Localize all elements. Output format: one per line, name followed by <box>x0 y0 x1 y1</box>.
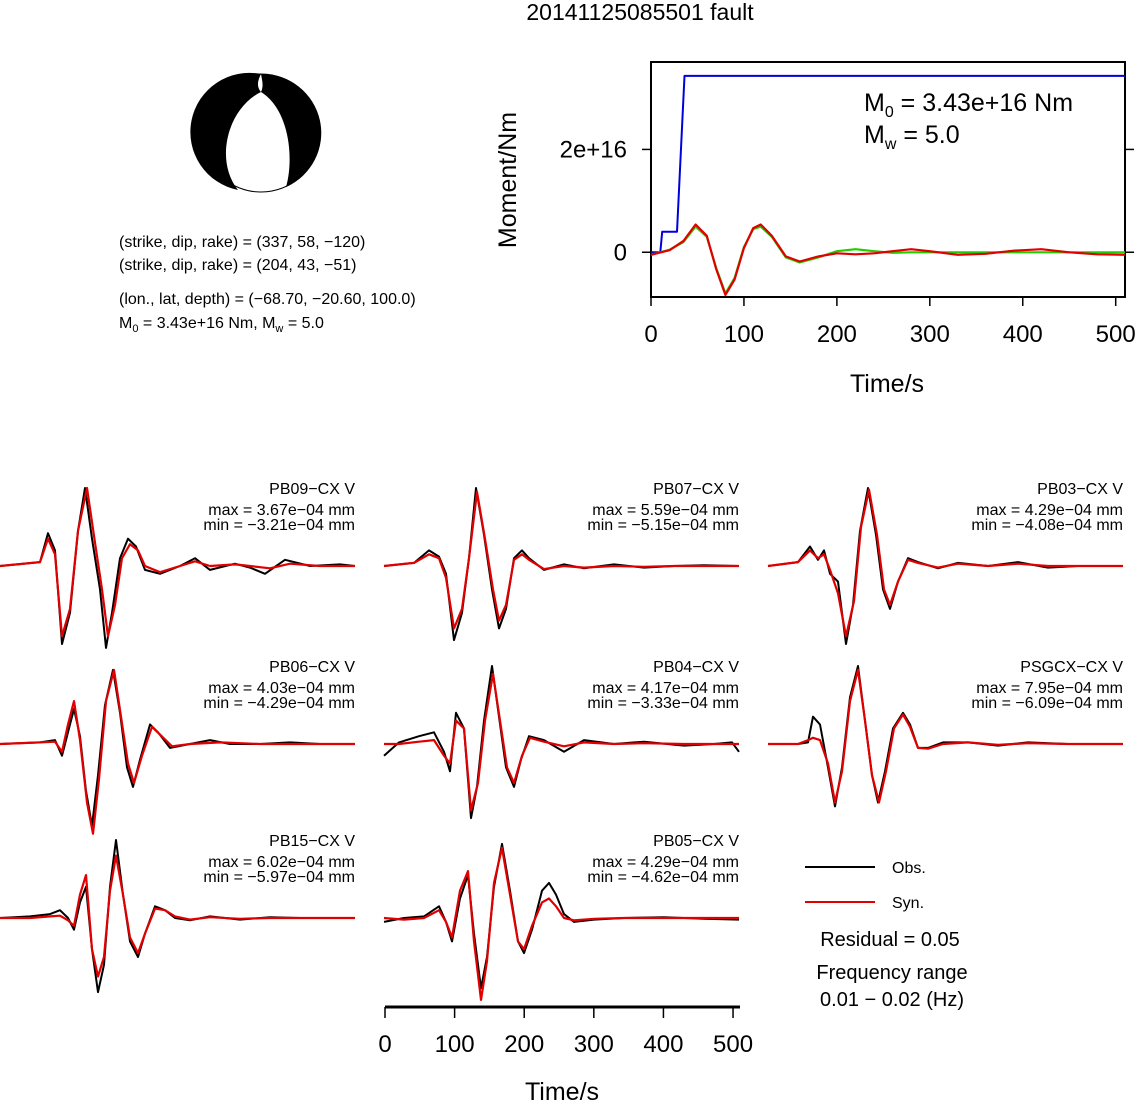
station-name: PB15−CX V <box>269 833 355 850</box>
synthetic-trace <box>0 668 355 835</box>
moment-annotation-m0: M0 = 3.43e+16 Nm <box>864 89 1073 121</box>
waveform-xtick-label: 300 <box>574 1031 614 1058</box>
station-min: min = −3.33e−04 mm <box>587 695 739 712</box>
station-max: max = 5.59e−04 mm <box>592 502 739 519</box>
station-min: min = −5.97e−04 mm <box>203 869 355 886</box>
moment-xtick-label: 0 <box>644 321 657 348</box>
station-max: max = 3.67e−04 mm <box>208 502 355 519</box>
station-min: min = −4.08e−04 mm <box>971 517 1123 534</box>
legend-syn-label: Syn. <box>892 895 924 912</box>
station-min: min = −4.62e−04 mm <box>587 869 739 886</box>
synthetic-trace <box>383 490 739 630</box>
mechanism-moment: M0 = 3.43e+16 Nm, Mw = 5.0 <box>119 315 324 335</box>
frequency-label: Frequency range <box>816 962 967 984</box>
moment-ytick-label: 0 <box>614 239 627 266</box>
station-max: max = 4.17e−04 mm <box>592 680 739 697</box>
station-min: min = −4.29e−04 mm <box>203 695 355 712</box>
station-name: PB06−CX V <box>269 659 355 676</box>
station-name: PB05−CX V <box>653 833 739 850</box>
moment-plot-frame <box>650 61 1126 298</box>
moment-panel: 0 100 200 300 400 500 0 2e+16 M0 = 3.43e+16 Nm… <box>494 61 1136 398</box>
synthetic-trace <box>767 488 1123 638</box>
station-name: PSGCX−CX V <box>1020 659 1123 676</box>
waveform-xtick-label: 200 <box>504 1031 544 1058</box>
synthetic-trace <box>0 486 355 638</box>
moment-xtick-label: 500 <box>1096 321 1136 348</box>
station-name: PB03−CX V <box>1037 481 1123 498</box>
station-max: max = 4.29e−04 mm <box>976 502 1123 519</box>
station-min: min = −5.15e−04 mm <box>587 517 739 534</box>
waveform-xlabel: Time/s <box>525 1078 599 1103</box>
observed-trace <box>0 487 356 649</box>
station-min: min = −6.09e−04 mm <box>971 695 1123 712</box>
moment-xtick-label: 100 <box>724 321 764 348</box>
waveform-time-axis: 0 100 200 300 400 500 Time/s <box>378 1005 753 1103</box>
station-max: max = 4.03e−04 mm <box>208 680 355 697</box>
frequency-value: 0.01 − 0.02 (Hz) <box>820 989 964 1011</box>
station-name: PB04−CX V <box>653 659 739 676</box>
station-max: max = 4.29e−04 mm <box>592 854 739 871</box>
waveform-xtick-label: 0 <box>378 1031 391 1058</box>
moment-xtick-label: 400 <box>1003 321 1043 348</box>
moment-annotation-mw: Mw = 5.0 <box>864 121 960 153</box>
waveform-xtick-label: 400 <box>643 1031 683 1058</box>
station-name: PB09−CX V <box>269 481 355 498</box>
moment-xtick-label: 200 <box>817 321 857 348</box>
legend: Obs. Syn. <box>805 860 926 912</box>
observed-trace <box>383 487 740 642</box>
moment-xtick-label: 300 <box>910 321 950 348</box>
station-max: max = 7.95e−04 mm <box>976 680 1123 697</box>
moment-ylabel: Moment/Nm <box>494 112 522 248</box>
mechanism-plane2: (strike, dip, rake) = (204, 43, −51) <box>119 257 356 274</box>
waveform-xtick-label: 100 <box>435 1031 475 1058</box>
waveform-xtick-label: 500 <box>713 1031 753 1058</box>
mechanism-plane1: (strike, dip, rake) = (337, 58, −120) <box>119 234 365 251</box>
station-name: PB07−CX V <box>653 481 739 498</box>
residual-text: Residual = 0.05 <box>820 929 960 951</box>
synthetic-trace <box>768 668 1123 804</box>
station-max: max = 6.02e−04 mm <box>208 854 355 871</box>
station-min: min = −3.21e−04 mm <box>203 517 355 534</box>
figure-title: 20141125085501 fault <box>526 0 754 25</box>
synthetic-trace <box>383 846 739 1002</box>
legend-obs-label: Obs. <box>892 860 926 877</box>
moment-xlabel: Time/s <box>850 370 924 398</box>
mechanism-location: (lon., lat, depth) = (−68.70, −20.60, 10… <box>119 291 416 308</box>
synthetic-trace <box>0 854 355 978</box>
moment-series-2 <box>650 223 1126 296</box>
beachball <box>190 72 322 193</box>
moment-ytick-label: 2e+16 <box>560 136 627 163</box>
synthetic-trace <box>384 672 739 812</box>
beachball-compressional-region <box>190 72 322 190</box>
